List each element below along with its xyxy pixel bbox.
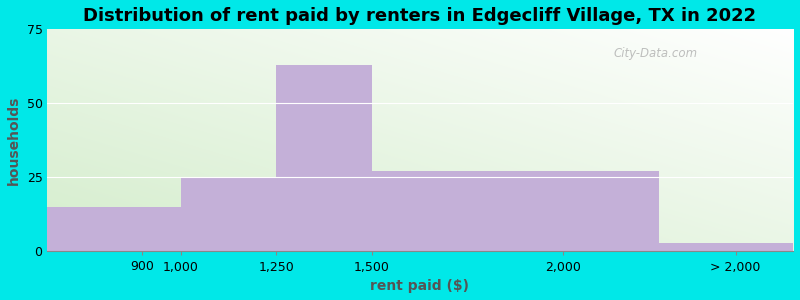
X-axis label: rent paid ($): rent paid ($) [370,279,470,293]
Y-axis label: households: households [7,96,21,185]
Title: Distribution of rent paid by renters in Edgecliff Village, TX in 2022: Distribution of rent paid by renters in … [83,7,757,25]
Text: City-Data.com: City-Data.com [614,47,698,60]
